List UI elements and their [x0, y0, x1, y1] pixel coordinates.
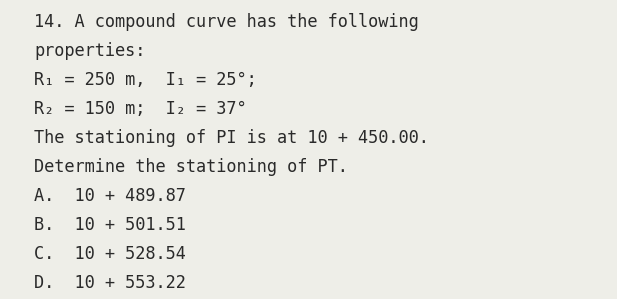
Text: R₁ = 250 m,  I₁ = 25°;: R₁ = 250 m, I₁ = 25°;	[34, 71, 257, 89]
Text: B.  10 + 501.51: B. 10 + 501.51	[34, 216, 186, 234]
Text: A.  10 + 489.87: A. 10 + 489.87	[34, 187, 186, 205]
Text: D.  10 + 553.22: D. 10 + 553.22	[34, 274, 186, 292]
Text: 14. A compound curve has the following: 14. A compound curve has the following	[34, 13, 419, 31]
Text: R₂ = 150 m;  I₂ = 37°: R₂ = 150 m; I₂ = 37°	[34, 100, 247, 118]
Text: C.  10 + 528.54: C. 10 + 528.54	[34, 245, 186, 263]
Text: Determine the stationing of PT.: Determine the stationing of PT.	[34, 158, 348, 176]
Text: properties:: properties:	[34, 42, 146, 60]
Text: The stationing of PI is at 10 + 450.00.: The stationing of PI is at 10 + 450.00.	[34, 129, 429, 147]
